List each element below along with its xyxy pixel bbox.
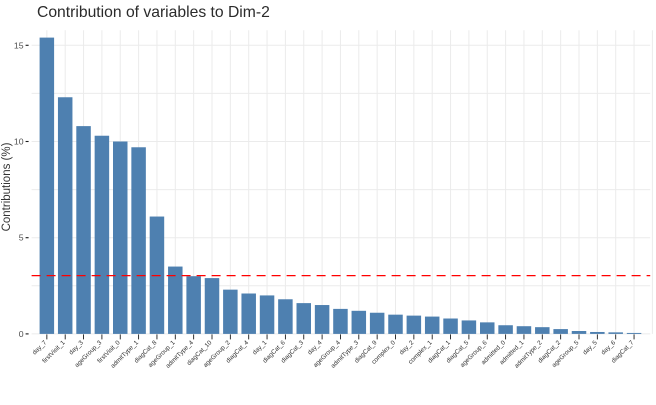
- svg-text:15: 15: [14, 40, 24, 50]
- svg-text:day_5: day_5: [582, 339, 599, 356]
- svg-text:0: 0: [19, 329, 24, 339]
- svg-text:5: 5: [19, 233, 24, 243]
- svg-text:10: 10: [14, 137, 24, 147]
- svg-text:Contributions (%): Contributions (%): [1, 142, 13, 231]
